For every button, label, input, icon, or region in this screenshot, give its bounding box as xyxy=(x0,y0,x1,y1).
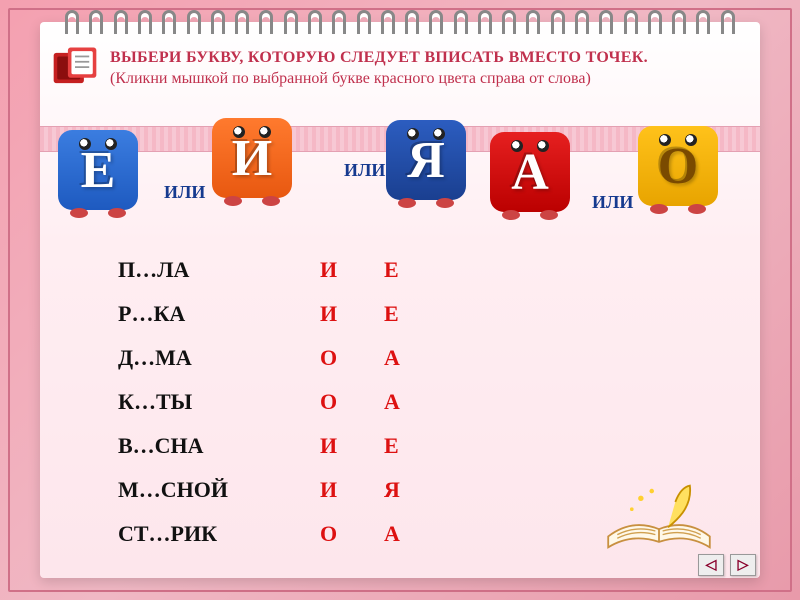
answer-row: И Е xyxy=(320,292,408,336)
header: ВЫБЕРИ БУКВУ, КОТОРУЮ СЛЕДУЕТ ВПИСАТЬ ВМ… xyxy=(110,48,720,90)
answer-row: И Я xyxy=(320,468,408,512)
letter-character-e: Е xyxy=(54,130,142,230)
header-subtitle: (Кликни мышкой по выбранной букве красно… xyxy=(110,69,720,90)
nav-buttons: ◁ ▷ xyxy=(698,554,756,576)
letter-character-o: О xyxy=(634,126,722,226)
word-list: П…ЛА Р…КА Д…МА К…ТЫ В…СНА М…СНОЙ СТ…РИК xyxy=(118,248,228,556)
letter-character-ya: Я xyxy=(382,120,470,220)
or-label-2: ИЛИ xyxy=(344,160,385,181)
answer-row: И Е xyxy=(320,424,408,468)
answer-options: И Е И Е О А О А И Е И Я О А xyxy=(320,248,408,556)
spiral-binding xyxy=(40,10,760,40)
letter-character-a: А xyxy=(486,132,574,232)
open-book-icon xyxy=(604,482,714,560)
or-label-3: ИЛИ xyxy=(592,192,633,213)
letter-option[interactable]: О xyxy=(320,380,344,424)
letter-option[interactable]: И xyxy=(320,248,344,292)
word-item: М…СНОЙ xyxy=(118,468,228,512)
letter-option[interactable]: И xyxy=(320,468,344,512)
letter-option[interactable]: А xyxy=(384,380,408,424)
notepad-paper: ВЫБЕРИ БУКВУ, КОТОРУЮ СЛЕДУЕТ ВПИСАТЬ ВМ… xyxy=(40,22,760,578)
letter-option[interactable]: Е xyxy=(384,424,408,468)
word-item: В…СНА xyxy=(118,424,228,468)
word-item: П…ЛА xyxy=(118,248,228,292)
letter-option[interactable]: Е xyxy=(384,292,408,336)
books-icon xyxy=(48,44,102,92)
word-item: К…ТЫ xyxy=(118,380,228,424)
letter-character-i: И xyxy=(208,118,296,218)
letter-option[interactable]: Я xyxy=(384,468,408,512)
letter-option[interactable]: Е xyxy=(384,248,408,292)
letter-option[interactable]: О xyxy=(320,512,344,556)
answer-row: О А xyxy=(320,512,408,556)
letter-option[interactable]: И xyxy=(320,292,344,336)
word-item: СТ…РИК xyxy=(118,512,228,556)
answer-row: О А xyxy=(320,336,408,380)
answer-row: И Е xyxy=(320,248,408,292)
or-label-1: ИЛИ xyxy=(164,182,205,203)
answer-row: О А xyxy=(320,380,408,424)
next-button[interactable]: ▷ xyxy=(730,554,756,576)
word-item: Р…КА xyxy=(118,292,228,336)
word-item: Д…МА xyxy=(118,336,228,380)
prev-button[interactable]: ◁ xyxy=(698,554,724,576)
letter-option[interactable]: А xyxy=(384,512,408,556)
letter-characters-row: Е ИЛИ И ИЛИ Я А xyxy=(48,130,752,240)
letter-option[interactable]: А xyxy=(384,336,408,380)
letter-option[interactable]: О xyxy=(320,336,344,380)
letter-option[interactable]: И xyxy=(320,424,344,468)
header-title: ВЫБЕРИ БУКВУ, КОТОРУЮ СЛЕДУЕТ ВПИСАТЬ ВМ… xyxy=(110,48,720,69)
